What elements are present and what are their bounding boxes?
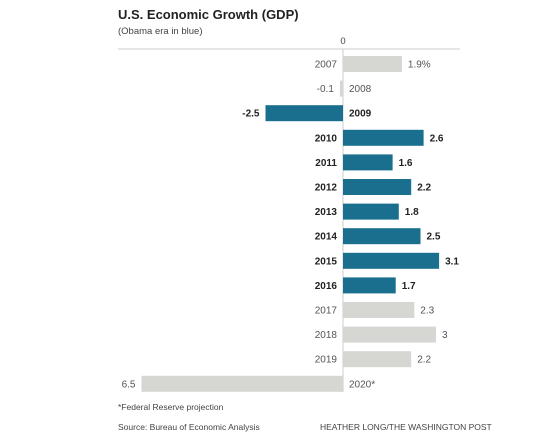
year-label-2010: 2010 [315, 133, 338, 144]
year-label-2018: 2018 [315, 330, 338, 341]
bar-2018 [343, 326, 436, 343]
value-label-2008: -0.1 [317, 84, 335, 95]
year-label-2019: 2019 [315, 355, 338, 366]
value-label-2012: 2.2 [417, 183, 431, 194]
bar-2010 [343, 129, 424, 146]
year-label-2008: 2008 [349, 84, 372, 95]
year-label-2007: 2007 [315, 60, 338, 71]
bar-2019 [343, 351, 412, 368]
year-label-2013: 2013 [315, 207, 338, 218]
value-label-2015: 3.1 [445, 256, 459, 267]
bars-layer: 2007 1.9% 2008 -0.1 2009 -2.5 2010 2.6 2011 1.6 20… [122, 56, 459, 392]
value-label-2020: 6.5 [122, 379, 136, 390]
bar-2016 [343, 277, 396, 294]
bar-2011 [343, 154, 393, 171]
year-label-2020: 2020* [349, 379, 375, 390]
footnote: *Federal Reserve projection [118, 402, 224, 412]
year-label-2016: 2016 [315, 281, 338, 292]
value-label-2019: 2.2 [417, 355, 431, 366]
bar-2017 [343, 302, 415, 318]
year-label-2009: 2009 [349, 109, 372, 120]
value-label-2011: 1.6 [399, 158, 413, 169]
value-label-2014: 2.5 [427, 232, 441, 243]
value-label-2018: 3 [442, 330, 448, 341]
bar-2012 [343, 179, 412, 195]
chart-subtitle: (Obama era in blue) [118, 26, 202, 37]
bar-2020 [141, 375, 343, 392]
chart-title: U.S. Economic Growth (GDP) [118, 7, 299, 22]
axis-zero-label: 0 [340, 36, 345, 47]
year-label-2015: 2015 [315, 256, 338, 267]
credit-note: HEATHER LONG/THE WASHINGTON POST [320, 422, 492, 432]
bar-2007 [343, 56, 402, 72]
value-label-2017: 2.3 [420, 306, 434, 317]
bar-2015 [343, 252, 440, 269]
value-label-2010: 2.6 [430, 133, 444, 144]
year-label-2014: 2014 [315, 232, 338, 243]
year-label-2011: 2011 [315, 158, 337, 169]
source-note: Source: Bureau of Economic Analysis [118, 422, 260, 432]
value-label-2016: 1.7 [402, 281, 416, 292]
year-label-2012: 2012 [315, 183, 338, 194]
bar-2014 [343, 228, 421, 245]
bar-2008 [339, 80, 343, 97]
value-label-2013: 1.8 [405, 207, 419, 218]
year-label-2017: 2017 [315, 306, 338, 317]
bar-2013 [343, 203, 399, 220]
value-label-2007: 1.9% [408, 60, 431, 71]
value-label-2009: -2.5 [242, 109, 260, 120]
bar-2009 [265, 105, 343, 122]
